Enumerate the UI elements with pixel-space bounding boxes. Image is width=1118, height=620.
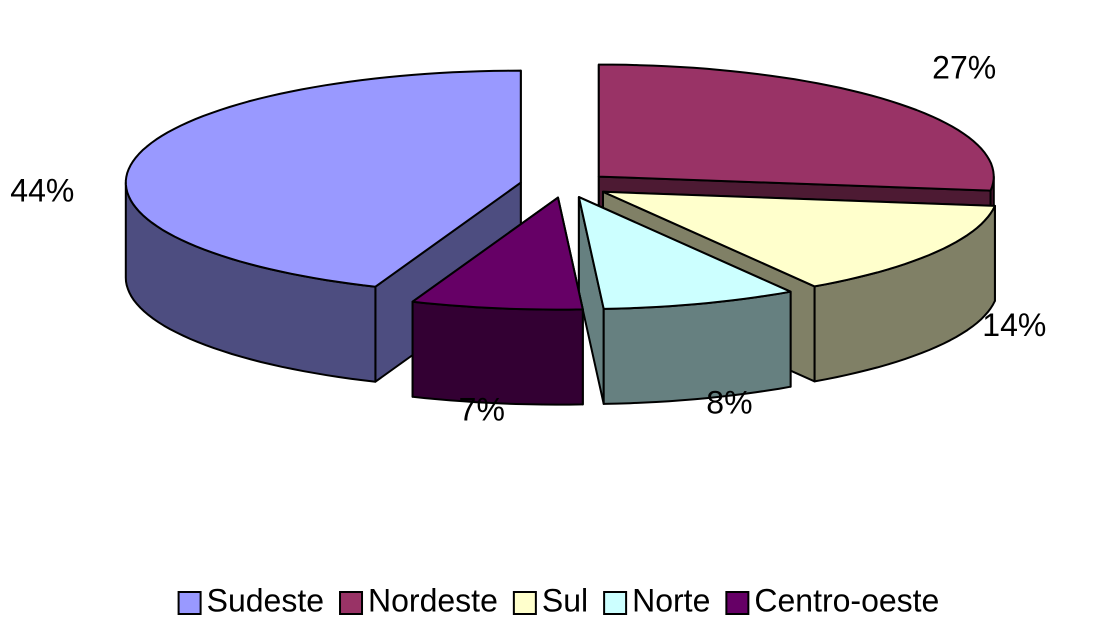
data-label: 8% bbox=[706, 385, 752, 421]
data-label: 44% bbox=[10, 172, 74, 208]
slice-top bbox=[577, 196, 792, 310]
data-label: 7% bbox=[459, 391, 505, 427]
legend-swatch bbox=[177, 591, 202, 615]
data-label: 27% bbox=[932, 49, 996, 85]
slice-top bbox=[124, 69, 522, 288]
legend-label: Centro-oeste bbox=[754, 582, 939, 618]
legend-label: Norte bbox=[632, 582, 710, 618]
slice-top bbox=[602, 190, 996, 288]
legend-label: Nordeste bbox=[368, 582, 498, 618]
slice-top bbox=[597, 63, 995, 192]
legend-swatch bbox=[725, 591, 750, 615]
legend-swatch bbox=[339, 591, 364, 615]
legend: Sudeste Nordeste Sul Norte Centro-oeste bbox=[177, 582, 939, 618]
slice-side bbox=[411, 300, 584, 406]
data-label: 14% bbox=[982, 307, 1046, 343]
legend-label: Sul bbox=[542, 582, 588, 618]
legend-label: Sudeste bbox=[207, 582, 324, 618]
legend-swatch bbox=[512, 591, 537, 615]
legend-swatch bbox=[603, 591, 628, 615]
slice-top bbox=[411, 196, 584, 311]
